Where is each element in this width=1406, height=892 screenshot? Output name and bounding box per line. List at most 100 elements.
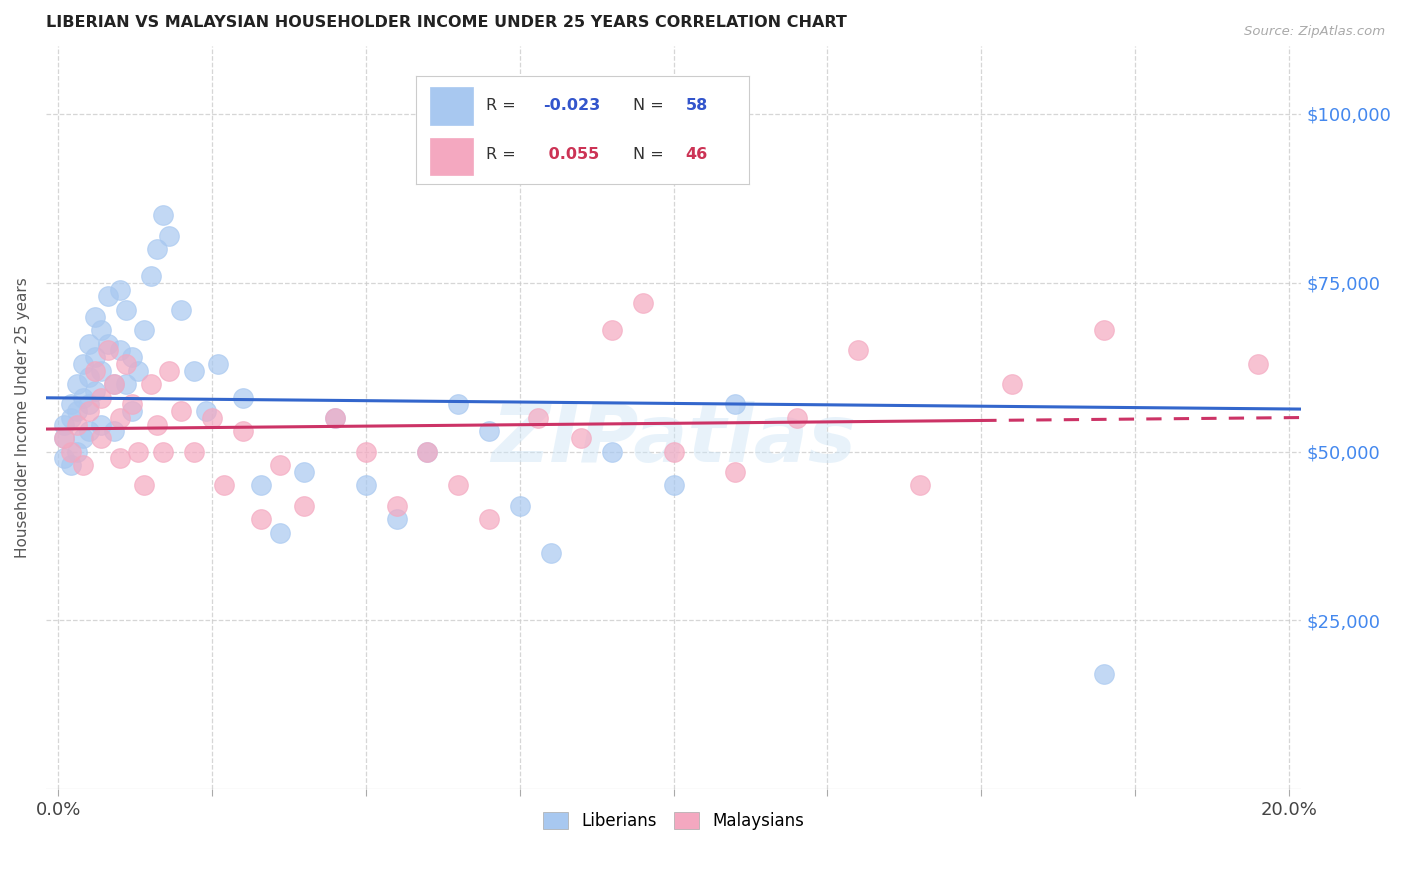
Point [108, 283, 131, 297]
Point [84, 384, 107, 398]
Point [103, 377, 125, 392]
Point [77, 404, 100, 418]
Point [90, 431, 112, 445]
Point [53, 417, 76, 432]
Point [294, 465, 316, 479]
Point [269, 525, 291, 540]
Point [323, 410, 346, 425]
Point [786, 410, 808, 425]
Point [509, 499, 531, 513]
Point [631, 296, 654, 310]
Point [447, 478, 470, 492]
Point [662, 478, 685, 492]
Point [1247, 357, 1270, 371]
Point [294, 499, 316, 513]
Point [385, 512, 408, 526]
Point [115, 357, 138, 371]
Point [108, 410, 131, 425]
Point [121, 350, 143, 364]
Point [90, 391, 112, 405]
Point [66, 404, 89, 418]
Point [84, 310, 107, 324]
Point [121, 397, 143, 411]
Point [416, 444, 439, 458]
Point [72, 357, 94, 371]
Point [157, 228, 180, 243]
Point [96, 336, 118, 351]
Text: LIBERIAN VS MALAYSIAN HOUSEHOLDER INCOME UNDER 25 YEARS CORRELATION CHART: LIBERIAN VS MALAYSIAN HOUSEHOLDER INCOME… [46, 15, 846, 30]
Point [232, 425, 254, 439]
Point [90, 323, 112, 337]
Point [145, 417, 167, 432]
Point [250, 478, 273, 492]
Point [724, 465, 747, 479]
Point [96, 289, 118, 303]
Point [600, 444, 623, 458]
Point [134, 323, 156, 337]
Point [127, 363, 149, 377]
Point [59, 458, 82, 472]
Point [201, 410, 224, 425]
Point [108, 343, 131, 358]
Point [127, 444, 149, 458]
Point [908, 478, 931, 492]
Point [77, 397, 100, 411]
Point [478, 512, 501, 526]
Point [59, 397, 82, 411]
Point [152, 444, 174, 458]
Point [1092, 667, 1115, 681]
Point [53, 451, 76, 466]
Point [724, 397, 747, 411]
Point [72, 431, 94, 445]
Point [207, 357, 229, 371]
Text: ZIPatlas: ZIPatlas [491, 401, 856, 479]
Point [84, 363, 107, 377]
Point [385, 499, 408, 513]
Point [157, 363, 180, 377]
Point [66, 417, 89, 432]
Point [194, 404, 217, 418]
Point [478, 425, 501, 439]
Point [145, 242, 167, 256]
Point [354, 444, 377, 458]
Point [183, 444, 205, 458]
Point [77, 370, 100, 384]
Point [170, 302, 193, 317]
Point [53, 431, 76, 445]
Point [108, 451, 131, 466]
Point [846, 343, 869, 358]
Point [103, 425, 125, 439]
Point [134, 478, 156, 492]
Point [66, 377, 89, 392]
Point [447, 397, 470, 411]
Point [59, 410, 82, 425]
Point [323, 410, 346, 425]
Point [77, 336, 100, 351]
Point [152, 208, 174, 222]
Point [416, 444, 439, 458]
Point [103, 377, 125, 392]
Point [662, 444, 685, 458]
Point [1092, 323, 1115, 337]
Point [250, 512, 273, 526]
Text: Source: ZipAtlas.com: Source: ZipAtlas.com [1244, 25, 1385, 38]
Point [354, 478, 377, 492]
Point [90, 417, 112, 432]
Point [170, 404, 193, 418]
Point [232, 391, 254, 405]
Point [90, 363, 112, 377]
Point [214, 478, 236, 492]
Point [66, 444, 89, 458]
Point [59, 444, 82, 458]
Point [1001, 377, 1024, 392]
Point [72, 458, 94, 472]
Legend: Liberians, Malaysians: Liberians, Malaysians [537, 805, 811, 837]
Point [53, 431, 76, 445]
Point [84, 350, 107, 364]
Point [540, 546, 562, 560]
Point [121, 404, 143, 418]
Point [96, 343, 118, 358]
Point [115, 302, 138, 317]
Point [139, 377, 162, 392]
Point [600, 323, 623, 337]
